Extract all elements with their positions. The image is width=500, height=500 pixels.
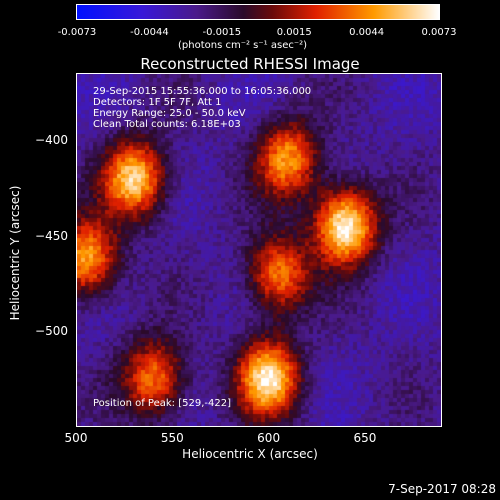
colorbar [76,4,440,20]
y-tick-label: −450 [35,228,68,243]
colorbar-tick: 0.0044 [349,27,385,38]
colorbar-tick: -0.0015 [202,27,242,38]
x-tick-label: 650 [353,431,377,445]
y-axis-label: Heliocentric Y (arcsec) [8,185,22,321]
time-range: 29-Sep-2015 15:55:36.000 to 16:05:36.000 [93,86,312,97]
chart-title: Reconstructed RHESSI Image [140,55,360,73]
plot-area: 29-Sep-2015 15:55:36.000 to 16:05:36.000… [76,73,442,427]
x-axis-label: Heliocentric X (arcsec) [182,447,318,461]
heatmap [77,74,441,426]
colorbar-unit: (photons cm⁻² s⁻¹ asec⁻²) [178,40,308,51]
colorbar-tick: 0.0015 [276,27,312,38]
clean-counts: Clean Total counts: 6.18E+03 [93,119,241,130]
energy-range: Energy Range: 25.0 - 50.0 keV [93,108,246,119]
x-tick-label: 600 [257,431,281,445]
x-tick-label: 550 [160,431,184,445]
peak-position: Position of Peak: [529,-422] [93,398,231,409]
footer-timestamp: 7-Sep-2017 08:28 [388,482,496,496]
colorbar-tick: 0.0073 [421,27,457,38]
x-tick-label: 500 [64,431,88,445]
colorbar-tick: -0.0044 [130,27,169,38]
y-tick-label: −400 [35,132,68,147]
y-tick-label: −500 [35,324,68,339]
colorbar-tick: -0.0073 [57,27,97,38]
detectors: Detectors: 1F 5F 7F, Att 1 [93,97,222,108]
